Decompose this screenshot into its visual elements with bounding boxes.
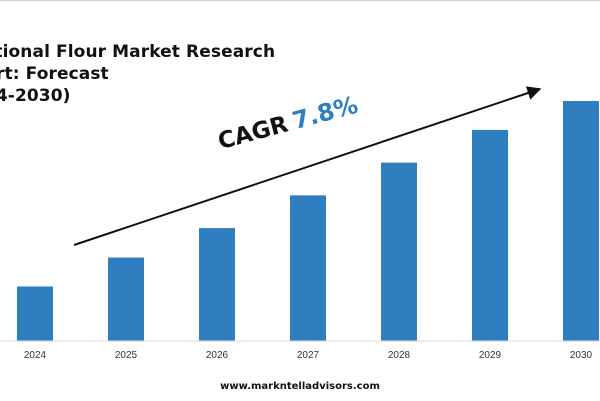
x-tick-label-2028: 2028 bbox=[388, 350, 411, 361]
bar-2028 bbox=[381, 162, 417, 341]
bar-2029 bbox=[472, 129, 508, 341]
bar-2026 bbox=[199, 228, 235, 341]
x-tick-label-2025: 2025 bbox=[115, 350, 138, 361]
bar-2025 bbox=[108, 257, 144, 341]
x-tick-label-2027: 2027 bbox=[297, 350, 320, 361]
x-tick-label-2030: 2030 bbox=[570, 350, 593, 361]
bar-2024 bbox=[17, 286, 53, 341]
chart-title: nctional Flour Market Research port: For… bbox=[0, 41, 292, 107]
x-tick-label-2024: 2024 bbox=[24, 350, 47, 361]
bar-chart: 2024 2025 2026 2027 2028 2029 2030 bbox=[0, 86, 600, 361]
bar-2030 bbox=[563, 101, 599, 341]
footer bbox=[0, 373, 600, 401]
x-tick-label-2026: 2026 bbox=[206, 350, 229, 361]
bar-2027 bbox=[290, 195, 326, 341]
footer-url: www.markntelladvisors.com bbox=[220, 381, 380, 392]
trend-arrow bbox=[73, 86, 542, 246]
title-line-2: port: Forecast bbox=[0, 64, 109, 84]
title-line-1: nctional Flour Market Research bbox=[0, 42, 276, 62]
x-tick-label-2029: 2029 bbox=[479, 350, 502, 361]
title-line-3: 024-2030) bbox=[0, 86, 71, 106]
